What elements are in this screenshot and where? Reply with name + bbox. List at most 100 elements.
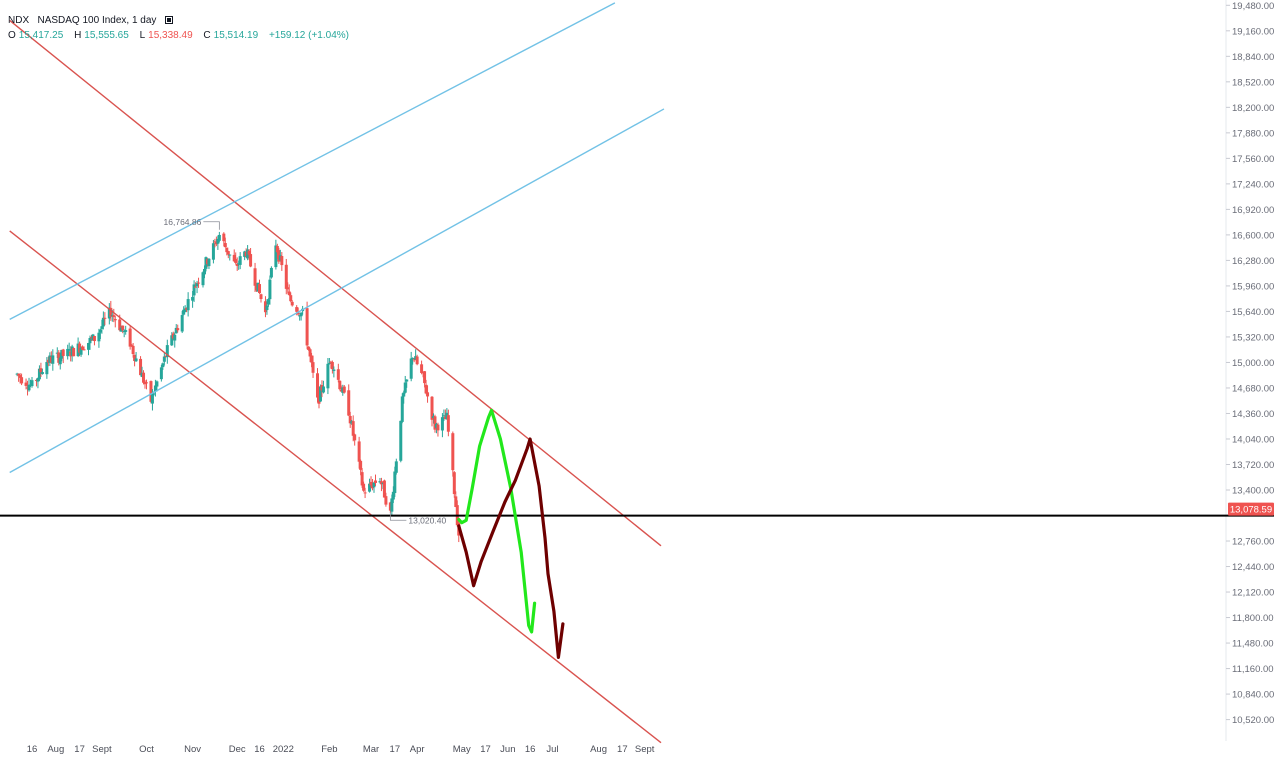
price-tick-label: 12,440.00 <box>1232 562 1274 573</box>
time-tick-label: Nov <box>184 744 201 755</box>
channel-line-red-upper[interactable] <box>9 19 662 547</box>
candle-body <box>37 368 41 380</box>
candle-body <box>155 381 159 387</box>
candle-body <box>79 347 83 355</box>
candle-body <box>269 267 273 278</box>
time-tick-label: 16 <box>254 744 265 755</box>
candle-body <box>330 361 334 370</box>
candle-body <box>424 384 428 394</box>
candle-body <box>405 379 409 382</box>
candle-body <box>266 299 270 305</box>
candle-body <box>247 250 251 255</box>
candle-body <box>225 247 229 253</box>
candle-body <box>311 362 315 373</box>
close-key: C <box>203 30 211 41</box>
candle-body <box>232 254 236 262</box>
price-tick-label: 15,960.00 <box>1232 281 1274 292</box>
time-tick-label: 17 <box>390 744 401 755</box>
scenario-dark-path[interactable] <box>457 437 565 659</box>
low-key: L <box>139 30 146 41</box>
candle-body <box>384 496 388 505</box>
symbol-label[interactable]: NDX <box>8 15 30 26</box>
candle-body <box>61 349 65 356</box>
candle-body <box>442 415 446 417</box>
candle-body <box>226 251 230 255</box>
time-tick-label: Sept <box>92 744 112 755</box>
candle-body <box>274 245 278 268</box>
candle-body <box>216 238 220 244</box>
candle-body <box>201 272 205 286</box>
candle-body <box>348 415 352 424</box>
candle-body <box>412 359 416 361</box>
candle-body <box>39 368 43 373</box>
candle-body <box>362 483 366 491</box>
candle-body <box>88 338 92 344</box>
candle-body <box>299 312 303 317</box>
candle-body <box>186 299 190 311</box>
channel-line-blue-lower[interactable] <box>9 108 665 474</box>
change-value: +159.12 (+1.04%) <box>268 30 349 41</box>
candle-body <box>27 384 31 391</box>
candle-body <box>402 392 406 397</box>
candle-body <box>235 263 239 266</box>
candle-body <box>308 349 312 357</box>
open-value: 15,417.25 <box>18 30 64 41</box>
candle-body <box>394 461 398 473</box>
price-tick-label: 12,760.00 <box>1232 537 1274 548</box>
candle-body <box>363 492 367 494</box>
price-tick-label: 18,520.00 <box>1232 77 1274 88</box>
candle-body <box>195 283 199 287</box>
candle-body <box>379 481 383 485</box>
eye-box-icon[interactable] <box>165 16 174 24</box>
candle-body <box>280 256 284 266</box>
candle-body <box>183 308 187 313</box>
price-tick-label: 11,800.00 <box>1232 613 1274 624</box>
candle-body <box>305 308 309 346</box>
candle-body <box>368 483 372 492</box>
candle-body <box>121 325 125 331</box>
candle-body <box>253 268 257 286</box>
last-price-tag <box>1228 502 1274 516</box>
candle-body <box>411 358 415 360</box>
candle-body <box>82 349 86 351</box>
price-tick-label: 15,000.00 <box>1232 358 1274 369</box>
candle-body <box>24 382 28 386</box>
annotation-leader <box>389 512 407 521</box>
close-value: 15,514.19 <box>213 30 259 41</box>
candle-body <box>30 380 34 387</box>
candle-body <box>359 460 363 470</box>
chart-legend: NDX NASDAQ 100 Index, 1 day O 15,417.25 H… <box>8 13 357 43</box>
time-tick-label: Jun <box>500 744 515 755</box>
price-tick-label: 13,720.00 <box>1232 460 1274 471</box>
candle-body <box>81 346 85 350</box>
candle-body <box>454 496 458 507</box>
price-tick-label: 10,840.00 <box>1232 690 1274 701</box>
time-tick-label: May <box>453 744 471 755</box>
candle-body <box>446 415 450 432</box>
high-key: H <box>74 30 82 41</box>
channel-line-red-lower[interactable] <box>9 230 662 744</box>
time-tick-label: 17 <box>74 744 85 755</box>
candle-body <box>149 381 153 402</box>
legend-title-row: NDX NASDAQ 100 Index, 1 day <box>8 13 357 28</box>
low-value: 15,338.49 <box>148 30 193 41</box>
scenario-green-path[interactable] <box>457 408 537 634</box>
candle-body <box>202 269 206 275</box>
candle-body <box>72 348 76 357</box>
candle-body <box>161 363 165 368</box>
candle-body <box>92 336 96 342</box>
candle-body <box>286 287 290 290</box>
candle-body <box>321 386 325 393</box>
candle-body <box>128 328 132 347</box>
candle-body <box>211 243 215 260</box>
candle-body <box>97 332 101 342</box>
candle-body <box>382 480 386 498</box>
candle-body <box>342 386 346 393</box>
channel-line-blue-upper[interactable] <box>9 2 616 321</box>
time-tick-label: Jul <box>546 744 558 755</box>
candle-body <box>353 434 357 441</box>
candle-body <box>58 357 62 365</box>
time-tick-label: Feb <box>321 744 337 755</box>
